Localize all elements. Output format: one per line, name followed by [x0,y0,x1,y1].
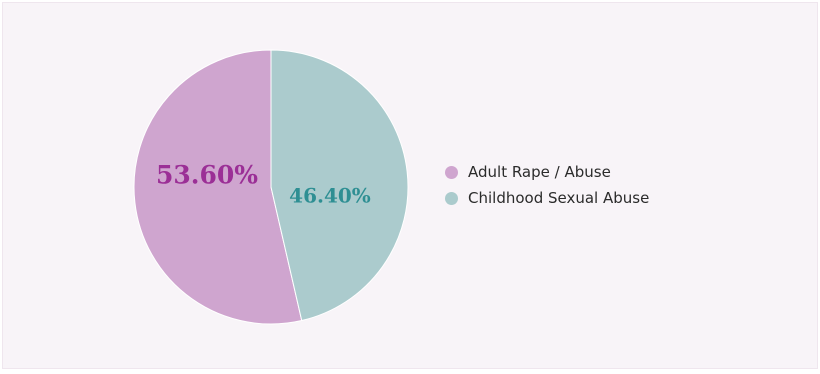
pie-slice-adult-rape-abuse [133,49,303,325]
pie-label-childhood-sexual-abuse: 46.40% [289,184,371,208]
legend-label-childhood-sexual-abuse: Childhood Sexual Abuse [468,189,650,207]
legend-swatch-childhood-sexual-abuse [445,191,458,205]
legend-item-childhood-sexual-abuse: Childhood Sexual Abuse [445,188,649,208]
pie-slice-childhood-sexual-abuse [270,49,409,322]
legend-swatch-adult-rape-abuse [445,165,458,179]
legend-label-adult-rape-abuse: Adult Rape / Abuse [468,163,611,181]
legend: Adult Rape / Abuse Childhood Sexual Abus… [445,162,649,214]
chart-card: 53.60% 46.40% Adult Rape / Abuse Childhoo… [2,2,818,369]
pie-label-adult-rape-abuse: 53.60% [156,161,258,190]
legend-item-adult-rape-abuse: Adult Rape / Abuse [445,162,649,182]
pie-chart: 53.60% 46.40% [133,49,409,325]
